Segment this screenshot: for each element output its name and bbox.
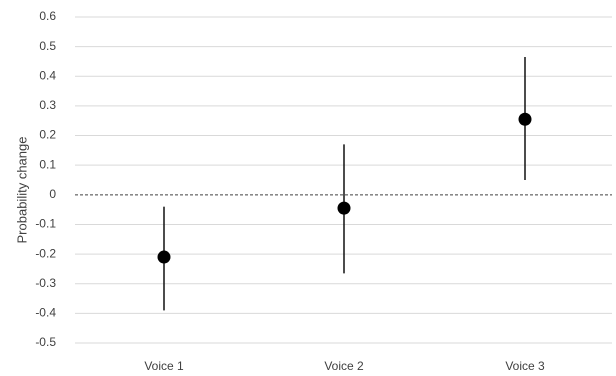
data-series xyxy=(157,57,532,311)
y-tick-label: 0.5 xyxy=(39,39,56,53)
y-tick-label: -0.2 xyxy=(35,246,56,260)
y-tick-label: -0.5 xyxy=(35,335,56,349)
y-tick-label: 0.4 xyxy=(39,68,56,82)
x-tick-label: Voice 3 xyxy=(505,359,545,373)
y-tick-label: -0.3 xyxy=(35,276,56,290)
x-axis-tick-labels: Voice 1 Voice 2 Voice 3 xyxy=(144,359,545,373)
y-tick-label: 0.6 xyxy=(39,9,56,23)
y-tick-label: 0.3 xyxy=(39,98,56,112)
data-point xyxy=(337,201,351,215)
data-point xyxy=(157,250,171,264)
y-tick-label: 0.1 xyxy=(39,157,56,171)
y-tick-label: 0 xyxy=(49,187,56,201)
x-tick-label: Voice 2 xyxy=(324,359,364,373)
data-point xyxy=(518,112,532,126)
y-tick-label: 0.2 xyxy=(39,128,56,142)
y-tick-label: -0.4 xyxy=(35,306,56,320)
y-axis-title: Probability change xyxy=(14,137,29,244)
x-tick-label: Voice 1 xyxy=(144,359,184,373)
y-tick-label: -0.1 xyxy=(35,217,56,231)
y-axis-tick-labels: 0.6 0.5 0.4 0.3 0.2 0.1 0 -0.1 -0.2 -0.3 -0.4 -0.5 xyxy=(35,9,56,349)
